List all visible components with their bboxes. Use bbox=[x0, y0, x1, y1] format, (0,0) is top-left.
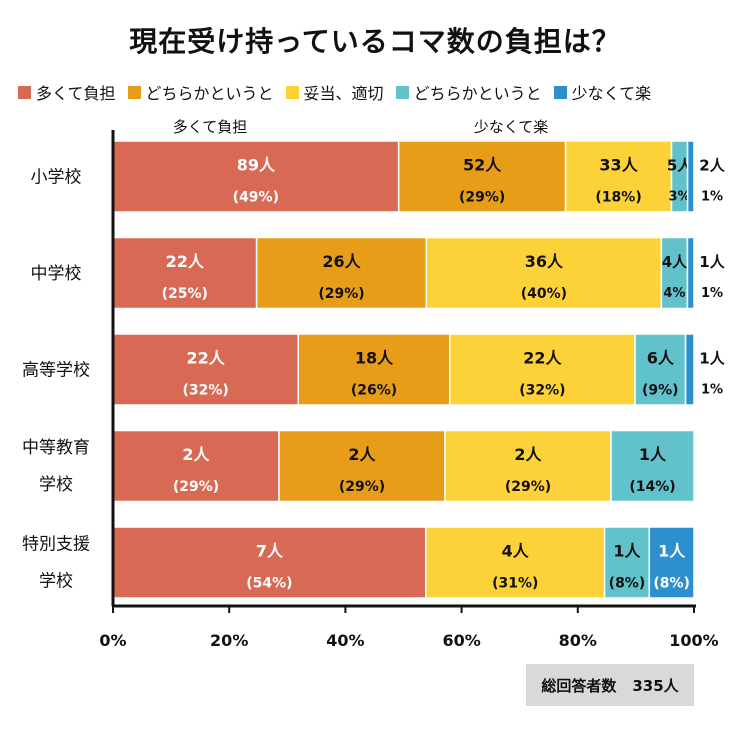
data-label-count-0-0: 89人 bbox=[237, 156, 276, 175]
bar-segment-0-1 bbox=[397, 140, 567, 213]
legend-label-0: 多くて負担 bbox=[36, 84, 116, 103]
data-label-pct-2-0: (32%) bbox=[182, 383, 228, 399]
category-label-4-line1: 特別支援 bbox=[22, 535, 90, 555]
legend-swatch-3 bbox=[395, 85, 409, 99]
category-label-0: 小学校 bbox=[31, 168, 82, 188]
data-label-count-2-0: 22人 bbox=[186, 349, 225, 368]
data-label-count-0-2: 33人 bbox=[599, 156, 638, 175]
data-label-count-1-0: 22人 bbox=[166, 252, 205, 271]
data-label-pct-2-2: (32%) bbox=[519, 383, 565, 399]
data-label-count-2-1: 18人 bbox=[355, 349, 394, 368]
data-label-count-4-2: 4人 bbox=[502, 542, 530, 561]
data-label-pct-1-0: (25%) bbox=[162, 286, 208, 302]
legend-label-3: どちらかというと bbox=[413, 84, 542, 103]
data-label-count-3-1: 2人 bbox=[348, 445, 376, 464]
data-label-pct-1-2: (40%) bbox=[521, 286, 567, 302]
legend-item-1: どちらかというと bbox=[127, 80, 274, 104]
data-label-count-4-0: 7人 bbox=[256, 542, 284, 561]
bar-segment-1-4 bbox=[686, 236, 695, 310]
x-tick-label-5: 100% bbox=[669, 631, 718, 650]
data-label-pct-0-1: (29%) bbox=[459, 190, 505, 206]
legend-swatch-4 bbox=[553, 85, 567, 99]
data-label-count-3-3: 1人 bbox=[639, 445, 667, 464]
data-label-pct-1-1: (29%) bbox=[318, 286, 364, 302]
bar-segment-3-3 bbox=[610, 429, 695, 503]
legend: 多くて負担 どちらかというと 妥当、適切 どちらかというと 少なくて楽 bbox=[18, 80, 748, 104]
bar-segment-1-2 bbox=[425, 236, 663, 310]
category-label-2: 高等学校 bbox=[22, 361, 90, 381]
scale-label-right: 少なくて楽 bbox=[474, 118, 549, 136]
legend-item-3: どちらかというと bbox=[395, 80, 542, 104]
x-tick-label-2: 40% bbox=[326, 631, 364, 650]
bar-segment-0-2 bbox=[564, 140, 673, 213]
data-label-count-2-4: 1人 bbox=[699, 350, 725, 368]
total-label: 総回答者数 bbox=[541, 676, 617, 695]
legend-swatch-2 bbox=[285, 85, 299, 99]
legend-label-4: 少なくて楽 bbox=[571, 84, 652, 103]
bar-segment-4-4 bbox=[648, 526, 695, 599]
data-label-count-1-4: 1人 bbox=[699, 253, 725, 271]
data-label-pct-3-3: (14%) bbox=[629, 479, 675, 495]
chart-title: 現在受け持っているコマ数の負担は？ bbox=[129, 25, 621, 58]
data-label-count-2-3: 6人 bbox=[647, 349, 675, 368]
bar-segment-2-3 bbox=[634, 333, 687, 406]
legend-item-0: 多くて負担 bbox=[18, 80, 116, 104]
data-label-count-0-4: 2人 bbox=[699, 157, 725, 175]
legend-swatch-0 bbox=[18, 85, 31, 99]
legend-item-2: 妥当、適切 bbox=[285, 80, 384, 104]
bar-segment-2-0 bbox=[112, 333, 299, 406]
data-label-count-1-2: 36人 bbox=[525, 252, 564, 271]
bar-segment-4-2 bbox=[425, 526, 606, 599]
data-label-pct-1-4: 1% bbox=[701, 286, 723, 301]
bar-segment-1-3 bbox=[660, 236, 689, 310]
legend-swatch-1 bbox=[127, 85, 141, 99]
data-label-pct-4-3: (8%) bbox=[609, 576, 646, 592]
category-label-3-line1: 中等教育 bbox=[22, 438, 90, 458]
category-label-3-line2: 学校 bbox=[39, 475, 73, 495]
data-label-pct-4-2: (31%) bbox=[492, 576, 538, 592]
data-label-count-3-2: 2人 bbox=[514, 445, 542, 464]
legend-label-1: どちらかというと bbox=[145, 84, 274, 103]
total-value: 335人 bbox=[632, 676, 679, 695]
data-label-pct-4-4: (8%) bbox=[653, 576, 690, 592]
data-label-pct-0-3: 3% bbox=[669, 190, 691, 205]
data-label-pct-4-0: (54%) bbox=[246, 576, 292, 592]
data-label-pct-2-1: (26%) bbox=[351, 383, 397, 399]
data-label-pct-0-4: 1% bbox=[701, 190, 723, 205]
x-tick-label-0: 0% bbox=[99, 631, 126, 650]
total-respondents-box: 総回答者数 335人 bbox=[526, 664, 694, 706]
x-tick-label-4: 80% bbox=[559, 631, 597, 650]
bar-segment-0-4 bbox=[686, 140, 695, 213]
bar-segment-3-2 bbox=[444, 429, 612, 503]
legend-item-4: 少なくて楽 bbox=[553, 80, 652, 104]
data-label-pct-3-2: (29%) bbox=[505, 479, 551, 495]
data-label-pct-3-1: (29%) bbox=[339, 479, 385, 495]
data-label-count-0-1: 52人 bbox=[463, 156, 502, 175]
data-label-pct-0-2: (18%) bbox=[595, 190, 641, 206]
data-label-pct-1-3: 4% bbox=[663, 286, 685, 301]
data-label-count-1-3: 4人 bbox=[662, 253, 688, 271]
legend-label-2: 妥当、適切 bbox=[303, 84, 384, 103]
data-label-count-1-1: 26人 bbox=[322, 252, 361, 271]
data-label-pct-0-0: (49%) bbox=[233, 190, 279, 206]
x-tick-label-3: 60% bbox=[442, 631, 480, 650]
data-label-count-3-0: 2人 bbox=[182, 445, 210, 464]
bar-segment-3-1 bbox=[278, 429, 446, 503]
scale-label-left: 多くて負担 bbox=[173, 118, 248, 136]
category-label-4-line2: 学校 bbox=[39, 572, 73, 592]
data-label-pct-3-0: (29%) bbox=[173, 479, 219, 495]
data-label-count-0-3: 5人 bbox=[667, 157, 693, 175]
data-label-count-4-4: 1人 bbox=[658, 542, 686, 561]
bar-segment-2-2 bbox=[449, 333, 636, 406]
data-label-count-4-3: 1人 bbox=[613, 542, 641, 561]
data-label-count-2-2: 22人 bbox=[523, 349, 562, 368]
data-label-pct-2-3: (9%) bbox=[642, 383, 679, 399]
data-label-pct-2-4: 1% bbox=[701, 383, 723, 398]
bar-segment-1-0 bbox=[112, 236, 258, 310]
bar-segment-4-0 bbox=[112, 526, 427, 599]
bar-segment-2-4 bbox=[684, 333, 695, 406]
category-label-1: 中学校 bbox=[31, 264, 82, 284]
x-tick-label-1: 20% bbox=[210, 631, 248, 650]
